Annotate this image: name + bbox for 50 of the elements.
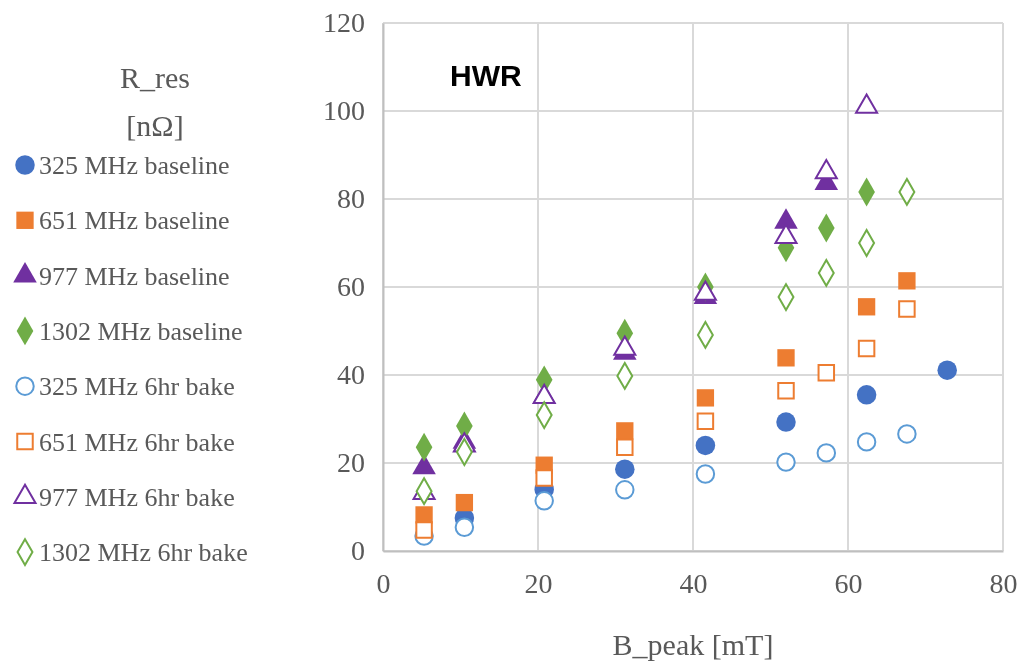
point bbox=[695, 464, 716, 484]
legend-label: 651 MHz 6hr bake bbox=[39, 427, 235, 457]
point bbox=[857, 298, 876, 316]
point bbox=[776, 412, 796, 432]
point bbox=[696, 389, 715, 407]
legend-label: 325 MHz baseline bbox=[39, 151, 230, 180]
point bbox=[535, 469, 553, 487]
legend-label: 325 MHz 6hr bake bbox=[39, 372, 235, 402]
point bbox=[777, 382, 795, 400]
x-tick-label: 20 bbox=[524, 567, 553, 599]
x-tick-label: 80 bbox=[989, 567, 1018, 599]
x-axis-title: B_peak [mT] bbox=[612, 628, 774, 661]
y-tick-label: 40 bbox=[337, 359, 365, 391]
text: HWR bbox=[450, 59, 522, 92]
point bbox=[616, 422, 634, 440]
legend-label: 977 MHz 6hr bake bbox=[39, 482, 235, 512]
x-tick-label: 0 bbox=[376, 567, 391, 599]
legend-label: 1302 MHz baseline bbox=[39, 316, 243, 346]
x-tick-label: 40 bbox=[679, 567, 708, 599]
point bbox=[898, 272, 916, 290]
y-tick-label: 120 bbox=[323, 7, 365, 39]
legend-label: 1302 MHz 6hr bake bbox=[39, 538, 248, 568]
y-axis-title: R_res [nΩ] bbox=[120, 61, 190, 142]
point bbox=[937, 360, 957, 380]
point bbox=[454, 517, 475, 537]
legend-label: 651 MHz baseline bbox=[39, 206, 230, 236]
point bbox=[856, 385, 877, 405]
point bbox=[897, 424, 917, 444]
point bbox=[898, 300, 916, 318]
point bbox=[856, 432, 877, 452]
y-tick-label: 100 bbox=[323, 95, 365, 127]
y-tick-label: 80 bbox=[337, 183, 365, 215]
x-tick-label: 60 bbox=[834, 567, 863, 599]
y-tick-label: 0 bbox=[351, 535, 365, 567]
point bbox=[695, 435, 716, 456]
point bbox=[615, 480, 635, 500]
point bbox=[816, 443, 837, 463]
point bbox=[857, 339, 876, 358]
y-tick-label: 60 bbox=[337, 271, 365, 303]
point bbox=[415, 521, 433, 539]
point bbox=[776, 452, 796, 472]
point bbox=[777, 349, 795, 367]
point bbox=[615, 459, 635, 479]
point bbox=[534, 491, 554, 511]
point bbox=[616, 438, 634, 456]
legend-label: 977 MHz baseline bbox=[39, 261, 230, 291]
point bbox=[455, 493, 474, 512]
point bbox=[696, 412, 715, 430]
point bbox=[817, 364, 836, 382]
y-tick-label: 20 bbox=[337, 447, 365, 479]
